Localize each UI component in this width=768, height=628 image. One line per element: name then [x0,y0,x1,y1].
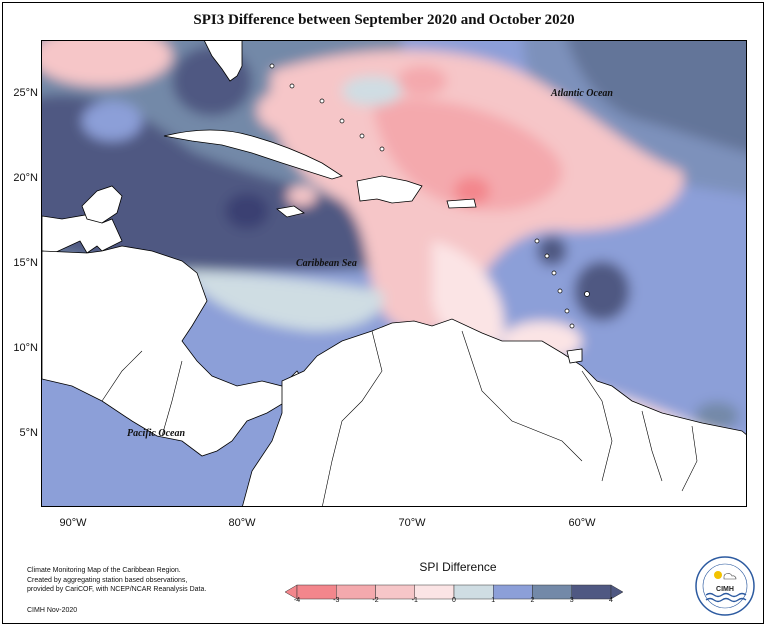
legend-tick-label: -2 [372,597,379,604]
lesser-antilles [269,63,590,329]
spi-map [41,40,747,507]
cimh-logo: CIMH [695,556,755,616]
lat-label-20n: 20°N [13,172,38,184]
legend-tick-label: 0 [452,597,456,604]
legend-tick-label: 3 [569,597,574,604]
map-canvas [42,41,746,506]
lon-label-80w: 80°W [228,517,256,529]
lat-label-25n: 25°N [13,87,38,99]
legend-tick-label: -4 [293,597,301,604]
legend-title: SPI Difference [419,560,497,574]
legend-tick-label: 1 [491,597,496,604]
map-title: SPI3 Difference between September 2020 a… [193,12,575,28]
credits-line-1: Climate Monitoring Map of the Caribbean … [27,567,181,574]
wave-icon [705,592,747,598]
legend-tick-label: 4 [609,597,613,604]
atlantic-ocean-label: Atlantic Ocean [551,88,613,99]
credits-line-2: Created by aggregating station based obs… [27,576,188,584]
country-borders [101,330,698,506]
lon-label-60w: 60°W [568,517,596,529]
pacific-ocean-label: Pacific Ocean [127,428,186,439]
caribbean-sea-label: Caribbean Sea [296,258,357,269]
logo-text: CIMH [716,586,734,593]
credits-line-3: provided by CariCOF, with NCEP/NCAR Rean… [27,586,207,593]
legend-tick-label: 2 [530,597,535,604]
land-masses [42,41,746,506]
cloud-icon [723,573,737,580]
lon-label-90w: 90°W [59,517,87,529]
legend-tick-label: -1 [411,597,418,604]
lat-label-15n: 15°N [13,257,38,269]
legend-arrow-right [610,584,623,600]
issue-date: CIMH Nov-2020 [27,607,78,614]
sun-icon [714,571,722,579]
lat-label-10n: 10°N [13,342,38,354]
map-credits: Climate Monitoring Map of the Caribbean … [27,566,206,595]
color-legend [285,584,623,600]
lat-label-5n: 5°N [19,427,38,439]
lon-label-70w: 70°W [398,517,426,529]
legend-tick-label: -3 [333,597,340,604]
